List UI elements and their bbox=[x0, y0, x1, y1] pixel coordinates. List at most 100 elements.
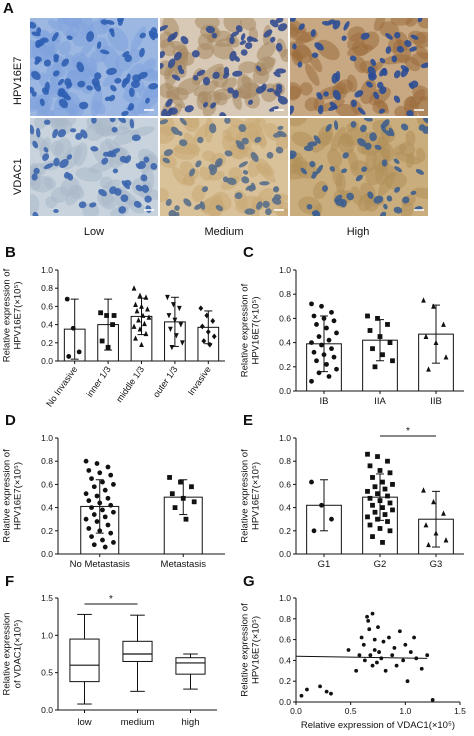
data-point bbox=[370, 534, 375, 539]
box bbox=[69, 638, 100, 683]
x-tick-label: No Invasive bbox=[44, 364, 79, 408]
data-point bbox=[357, 653, 362, 658]
data-point bbox=[385, 519, 390, 524]
x-tick-label: low bbox=[77, 717, 91, 728]
data-point bbox=[83, 458, 89, 464]
data-point bbox=[314, 322, 319, 327]
data-point bbox=[405, 679, 410, 684]
data-point bbox=[329, 309, 334, 315]
data-point bbox=[326, 374, 332, 379]
data-point bbox=[83, 491, 89, 497]
data-point bbox=[383, 668, 388, 673]
y-tick-label: 0.6 bbox=[279, 479, 291, 489]
data-point bbox=[86, 498, 92, 504]
data-point bbox=[201, 338, 207, 344]
data-point bbox=[324, 689, 329, 694]
x-tick-label: IIB bbox=[430, 396, 442, 407]
data-point bbox=[171, 302, 176, 308]
chart-d-metastasis: 0.0 0.2 0.4 0.6 0.8 1.0 Relative expression of… bbox=[2, 433, 225, 570]
y-tick-label: 0.8 bbox=[41, 456, 53, 466]
y-tick-label: 0.6 bbox=[279, 313, 291, 323]
y-tick-label: 1.0 bbox=[41, 265, 53, 275]
data-point bbox=[421, 297, 426, 303]
data-point bbox=[91, 484, 97, 490]
significance-label: * bbox=[406, 426, 410, 437]
x-tick-label: high bbox=[182, 717, 200, 728]
data-point bbox=[110, 322, 115, 327]
y-axis-title-line: of VDAC1(×10⁵) bbox=[13, 620, 24, 689]
data-point bbox=[102, 487, 108, 493]
x-tick-label: 0.5 bbox=[345, 706, 357, 716]
x-tick-label: middle 1/3 bbox=[114, 364, 146, 404]
y-axis-title-line: HPV16E7(×10⁵) bbox=[251, 462, 262, 530]
data-point bbox=[97, 500, 103, 506]
data-point bbox=[372, 648, 377, 652]
panel-letter-d: D bbox=[5, 412, 16, 429]
data-point bbox=[97, 470, 103, 476]
data-point bbox=[324, 361, 329, 367]
data-point bbox=[64, 296, 70, 302]
data-point bbox=[83, 516, 89, 522]
data-point bbox=[443, 537, 449, 543]
data-point bbox=[199, 323, 205, 330]
data-point bbox=[412, 635, 416, 640]
y-tick-label: 0.5 bbox=[41, 668, 53, 678]
data-point bbox=[309, 301, 314, 307]
data-point bbox=[100, 479, 105, 485]
x-tick-label: G1 bbox=[318, 559, 331, 570]
data-point bbox=[377, 468, 383, 473]
data-point bbox=[105, 522, 111, 528]
data-point bbox=[441, 510, 446, 516]
x-tick-label: 1.0 bbox=[399, 706, 411, 716]
data-point bbox=[326, 337, 332, 343]
y-tick-label: 0.0 bbox=[279, 697, 291, 707]
data-point bbox=[169, 491, 175, 497]
data-point bbox=[376, 625, 380, 630]
y-tick-label: 0.2 bbox=[41, 526, 53, 536]
data-point bbox=[377, 498, 383, 504]
x-tick-label: G2 bbox=[374, 559, 387, 570]
data-point bbox=[99, 338, 105, 344]
data-point bbox=[105, 495, 111, 501]
data-point bbox=[309, 479, 314, 485]
data-point bbox=[143, 294, 149, 300]
data-point bbox=[433, 530, 439, 536]
data-point bbox=[430, 698, 435, 702]
data-point bbox=[426, 541, 431, 548]
data-point bbox=[189, 484, 194, 490]
data-point bbox=[392, 646, 397, 650]
y-tick-label: 0.2 bbox=[279, 676, 291, 686]
data-point bbox=[167, 475, 172, 480]
panel-letter-g: G bbox=[243, 573, 255, 590]
data-point bbox=[321, 316, 327, 321]
data-point bbox=[211, 333, 217, 340]
y-tick-label: 0.0 bbox=[41, 705, 53, 715]
data-point bbox=[105, 464, 111, 470]
data-point bbox=[137, 292, 143, 298]
data-point bbox=[108, 472, 114, 478]
data-point bbox=[86, 526, 92, 531]
data-point bbox=[89, 505, 94, 510]
data-point bbox=[329, 516, 334, 522]
y-tick-label: 0.2 bbox=[41, 338, 53, 348]
y-tick-label: 1.0 bbox=[279, 265, 291, 275]
data-point bbox=[354, 668, 359, 673]
data-point bbox=[380, 505, 385, 510]
data-point bbox=[168, 326, 173, 333]
data-point bbox=[76, 349, 82, 355]
x-tick-label: IB bbox=[320, 396, 329, 407]
data-point bbox=[311, 313, 317, 319]
data-point bbox=[146, 314, 152, 320]
data-point bbox=[426, 366, 431, 372]
data-point bbox=[319, 303, 324, 309]
data-point bbox=[367, 627, 372, 632]
data-point bbox=[102, 514, 108, 520]
x-tick-label: 1.5 bbox=[454, 706, 466, 716]
data-point bbox=[86, 468, 92, 473]
data-point bbox=[377, 334, 383, 339]
y-axis-title-line: Relative expression of bbox=[2, 268, 13, 362]
data-point bbox=[111, 313, 117, 318]
data-point bbox=[108, 502, 114, 508]
y-tick-label: 1.0 bbox=[41, 630, 53, 640]
data-point bbox=[319, 502, 324, 508]
